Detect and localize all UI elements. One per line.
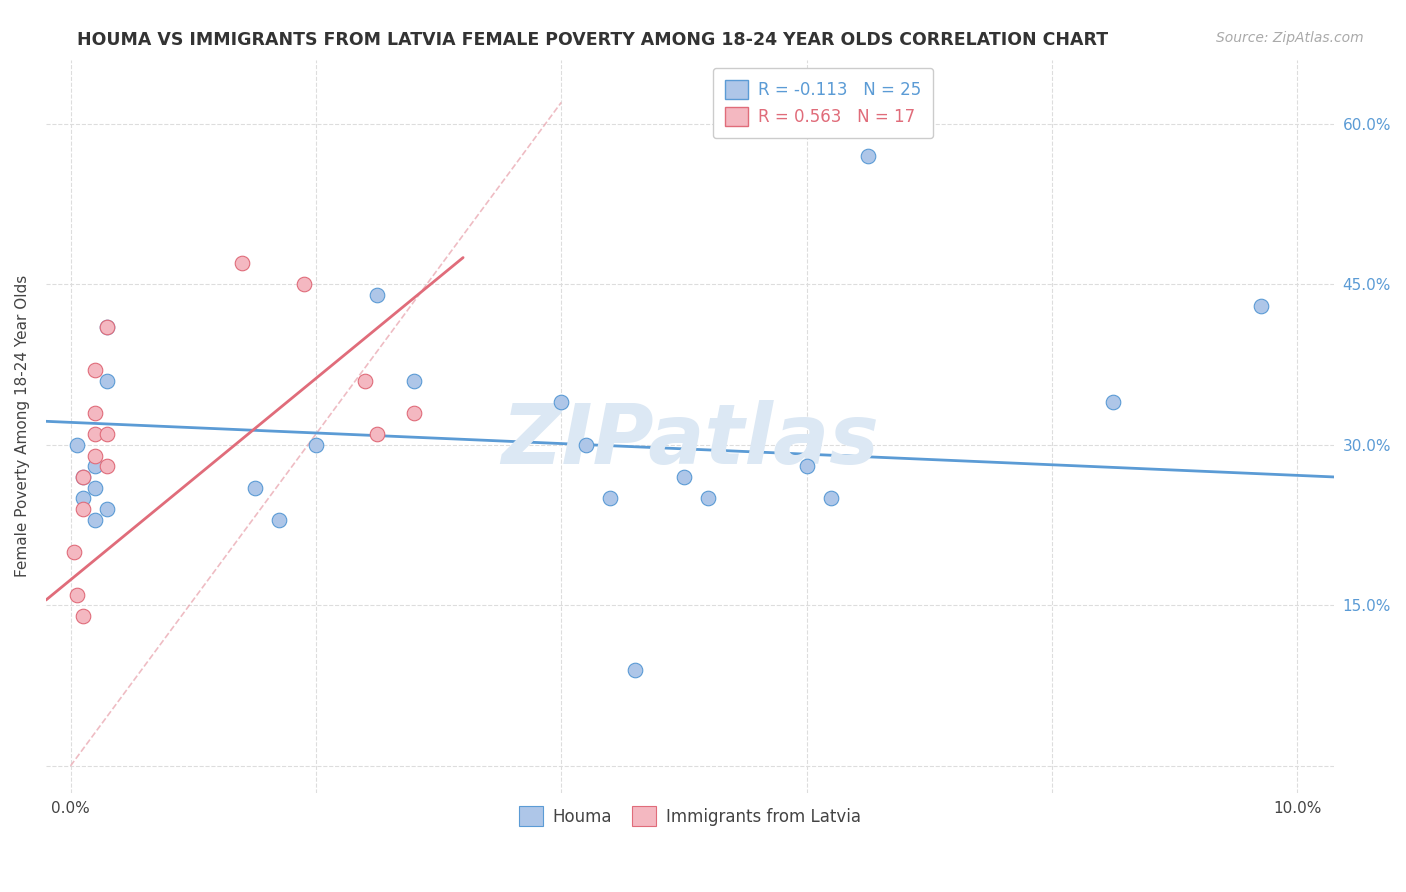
Point [96,502,118,516]
Point [84,363,107,377]
Point [599,491,621,506]
Point [84,481,107,495]
Point [672,470,695,484]
Point [96,459,118,474]
Legend: Houma, Immigrants from Latvia: Houma, Immigrants from Latvia [509,797,870,836]
Point [243,481,266,495]
Point [63,545,86,559]
Point [292,277,315,292]
Point [550,395,572,409]
Point [1250,299,1272,313]
Point [84,459,107,474]
Point [697,491,720,506]
Point [72,609,94,624]
Point [267,513,290,527]
Text: ZIPatlas: ZIPatlas [501,401,879,482]
Text: Source: ZipAtlas.com: Source: ZipAtlas.com [1216,31,1364,45]
Point [624,663,647,677]
Point [796,459,818,474]
Point [1102,395,1125,409]
Point [402,406,425,420]
Point [231,256,253,270]
Point [354,374,377,388]
Point [84,406,107,420]
Point [66,588,89,602]
Point [96,374,118,388]
Point [820,491,842,506]
Point [402,374,425,388]
Point [84,427,107,442]
Y-axis label: Female Poverty Among 18-24 Year Olds: Female Poverty Among 18-24 Year Olds [15,275,30,577]
Point [84,513,107,527]
Point [72,470,94,484]
Point [96,427,118,442]
Point [72,491,94,506]
Point [72,502,94,516]
Point [66,438,89,452]
Point [96,320,118,334]
Point [305,438,328,452]
Point [72,470,94,484]
Point [366,288,388,302]
Point [856,149,879,163]
Point [84,449,107,463]
Text: HOUMA VS IMMIGRANTS FROM LATVIA FEMALE POVERTY AMONG 18-24 YEAR OLDS CORRELATION: HOUMA VS IMMIGRANTS FROM LATVIA FEMALE P… [77,31,1108,49]
Point [96,320,118,334]
Point [575,438,598,452]
Point [366,427,388,442]
